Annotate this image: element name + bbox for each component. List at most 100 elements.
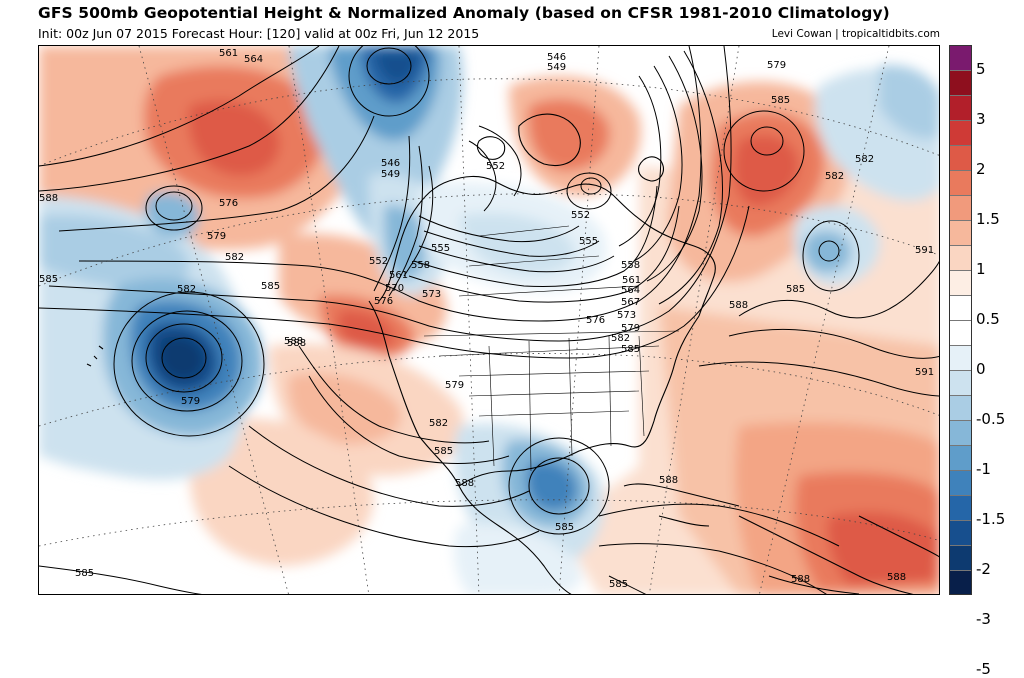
colorbar-segment	[950, 496, 971, 521]
contour-label: 555	[579, 236, 598, 247]
colorbar-segment	[950, 46, 971, 71]
colorbar-label: 5	[976, 60, 986, 78]
contour-label: 576	[219, 198, 238, 209]
contour-label: 579	[767, 60, 786, 71]
contour-label: 588	[455, 478, 474, 489]
contour-label: 585	[75, 568, 94, 579]
contour-label: 585	[786, 284, 805, 295]
contour-label: 588	[287, 338, 306, 349]
colorbar-segment	[950, 96, 971, 121]
contour-label: 564	[621, 285, 640, 296]
graticule	[39, 46, 939, 594]
contour-label: 573	[422, 289, 441, 300]
contour-label: 588	[791, 574, 810, 585]
contour-label: 561	[219, 48, 238, 59]
contour-label: 546	[547, 52, 566, 63]
colorbar-label: -0.5	[976, 410, 1006, 428]
contour-label: 588	[659, 475, 678, 486]
contour-label: 576	[374, 296, 393, 307]
colorbar-segment	[950, 271, 971, 296]
colorbar-segment	[950, 446, 971, 471]
contour-labels: 561 564 546 549 579 585 582 582 591 588 …	[39, 48, 934, 590]
contour-label: 585	[609, 579, 628, 590]
colorbar-segment	[950, 396, 971, 421]
colorbar-label: -1.5	[976, 510, 1006, 528]
contour-label: 585	[39, 274, 58, 285]
colorbar-label: 2	[976, 160, 986, 178]
colorbar-segment	[950, 246, 971, 271]
contour-label: 582	[855, 154, 874, 165]
colorbar-segment	[950, 546, 971, 571]
contour-label: 585	[261, 281, 280, 292]
colorbar-segment	[950, 321, 971, 346]
colorbar-label: 1	[976, 260, 986, 278]
colorbar-label: 1.5	[976, 210, 1000, 228]
colorbar-label: 0.5	[976, 310, 1000, 328]
contour-label: 585	[434, 446, 453, 457]
contour-label: 588	[729, 300, 748, 311]
colorbar-label: 3	[976, 110, 986, 128]
colorbar-segment	[950, 571, 971, 594]
contour-label: 585	[555, 522, 574, 533]
map-title: GFS 500mb Geopotential Height & Normaliz…	[38, 4, 890, 22]
contour-label: 564	[244, 54, 263, 65]
contour-label: 579	[181, 396, 200, 407]
anomaly-colorbar	[949, 45, 972, 595]
contour-label: 582	[611, 333, 630, 344]
contour-label: 591	[915, 245, 934, 256]
contour-label: 546	[381, 158, 400, 169]
colorbar-segment	[950, 296, 971, 321]
map-panel: 561 564 546 549 579 585 582 582 591 588 …	[38, 45, 940, 595]
map-subtitle: Init: 00z Jun 07 2015 Forecast Hour: [12…	[38, 26, 480, 41]
contour-label: 555	[431, 243, 450, 254]
contour-label: 588	[284, 336, 303, 347]
contour-label: 549	[381, 169, 400, 180]
colorbar-segment	[950, 171, 971, 196]
contour-label: 576	[586, 315, 605, 326]
colorbar-segment	[950, 71, 971, 96]
colorbar-segment	[950, 146, 971, 171]
height-contours	[39, 46, 939, 594]
contour-label: 552	[369, 256, 388, 267]
anomaly-map: 561 564 546 549 579 585 582 582 591 588 …	[39, 46, 939, 594]
colorbar-label: -1	[976, 460, 991, 478]
colorbar-segment	[950, 121, 971, 146]
colorbar-label: -2	[976, 560, 991, 578]
contour-label: 582	[825, 171, 844, 182]
contour-label: 579	[207, 231, 226, 242]
colorbar-segment	[950, 371, 971, 396]
contour-label: 561	[622, 275, 641, 286]
colorbar-segment	[950, 346, 971, 371]
contour-label: 552	[571, 210, 590, 221]
contour-label: 588	[39, 193, 58, 204]
colorbar-segment	[950, 471, 971, 496]
credit-text: Levi Cowan | tropicaltidbits.com	[771, 28, 940, 40]
anomaly-shading	[39, 46, 939, 594]
colorbar-label: -5	[976, 660, 991, 678]
contour-label: 579	[445, 380, 464, 391]
contour-label: 570	[385, 283, 404, 294]
contour-label: 582	[225, 252, 244, 263]
contour-label: 558	[621, 260, 640, 271]
contour-label: 573	[617, 310, 636, 321]
contour-label: 579	[621, 323, 640, 334]
coastlines	[86, 113, 939, 594]
contour-label: 552	[486, 161, 505, 172]
colorbar-segment	[950, 196, 971, 221]
contour-label: 549	[547, 62, 566, 73]
colorbar-label: 0	[976, 360, 986, 378]
colorbar-segment	[950, 421, 971, 446]
contour-label: 567	[621, 297, 640, 308]
contour-label: 582	[177, 284, 196, 295]
contour-label: 585	[771, 95, 790, 106]
contour-label: 588	[887, 572, 906, 583]
contour-label: 561	[389, 270, 408, 281]
contour-label: 582	[429, 418, 448, 429]
political-borders	[423, 225, 680, 472]
colorbar-segment	[950, 221, 971, 246]
contour-label: 591	[915, 367, 934, 378]
colorbar-segment	[950, 521, 971, 546]
colorbar-label: -3	[976, 610, 991, 628]
contour-label: 585	[621, 344, 640, 355]
contour-label: 558	[411, 260, 430, 271]
